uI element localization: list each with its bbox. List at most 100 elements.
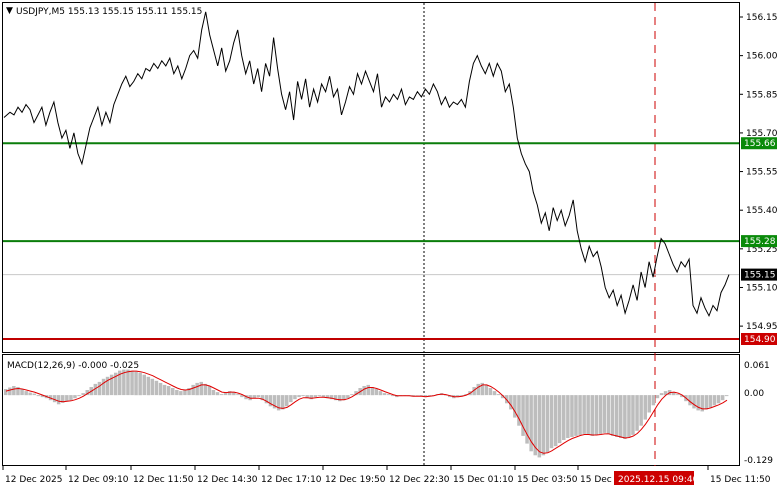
macd-histogram-bar <box>386 394 391 396</box>
macd-histogram-bar <box>549 395 554 449</box>
macd-histogram-bar <box>101 378 106 396</box>
chart-menu-arrow-icon[interactable]: ▼ <box>6 6 13 16</box>
macd-histogram-bar <box>615 395 619 437</box>
macd-histogram-bar <box>232 392 236 396</box>
macd-histogram-bar <box>574 395 578 436</box>
macd-histogram-bar <box>228 391 232 396</box>
macd-histogram-bar <box>472 387 476 396</box>
macd-histogram-bar <box>680 395 684 398</box>
price-tick-label: 155.85 <box>746 90 778 100</box>
macd-histogram-bar <box>582 395 586 434</box>
time-axis-label: 12 Dec 22:30 <box>389 475 450 485</box>
macd-histogram-bar <box>81 393 85 396</box>
time-axis-label: 12 Dec 14:30 <box>197 475 258 485</box>
current-price-tag <box>741 268 777 281</box>
low-price-tag <box>741 333 777 345</box>
time-highlight-text: 2025.12.15 09:40 <box>618 475 699 485</box>
macd-histogram-bar <box>415 395 419 396</box>
macd-histogram-bar <box>93 383 98 396</box>
macd-histogram-bar <box>659 393 664 396</box>
macd-histogram-bar <box>366 384 370 396</box>
macd-histogram-bar <box>321 395 326 398</box>
macd-histogram-bar <box>529 395 533 452</box>
macd-histogram-bar <box>602 395 607 433</box>
macd-histogram-bar <box>496 394 501 396</box>
macd-histogram-bar <box>509 395 513 410</box>
macd-histogram-bar <box>16 387 20 396</box>
macd-histogram-bar <box>138 372 142 396</box>
macd-histogram-bar <box>276 395 281 411</box>
macd-histogram-bar <box>480 382 484 396</box>
macd-histogram-bar <box>329 395 334 400</box>
macd-histogram-bar <box>65 395 69 402</box>
macd-histogram-bar <box>109 374 114 396</box>
price-tick-label: 155.70 <box>746 129 778 139</box>
macd-histogram-bar <box>464 394 468 396</box>
price-tick-label: 155.40 <box>746 206 778 216</box>
macd-histogram-bar <box>260 395 265 401</box>
macd-histogram-bar <box>333 395 338 401</box>
macd-axis-top-label: 0.061 <box>744 361 770 371</box>
macd-histogram-bar <box>313 395 318 398</box>
macd-histogram-bar <box>272 395 277 409</box>
macd-signal-line <box>5 370 728 454</box>
macd-histogram-bar <box>688 395 692 406</box>
macd-histogram-bar <box>199 381 203 396</box>
macd-histogram-bar <box>692 395 696 409</box>
macd-histogram-bar <box>627 395 631 437</box>
macd-histogram-bar <box>700 395 704 412</box>
time-axis-label: 12 Dec 2025 <box>5 475 63 485</box>
macd-histogram-bar <box>134 371 138 396</box>
macd-histogram-bar <box>570 395 574 437</box>
macd-histogram-bar <box>317 395 322 397</box>
macd-histogram-bar <box>158 382 163 396</box>
macd-histogram-bar <box>557 395 562 444</box>
support-price-tag <box>741 235 777 248</box>
macd-histogram-bar <box>85 390 89 396</box>
macd-histogram-bar <box>720 395 725 401</box>
macd-histogram-bar <box>252 395 256 399</box>
macd-histogram-bar <box>346 395 350 399</box>
macd-histogram-bar <box>175 390 179 396</box>
macd-histogram-bar <box>105 376 110 396</box>
macd-histogram-bar <box>12 386 16 396</box>
macd-histogram-bar <box>541 395 546 456</box>
macd-histogram-bar <box>215 392 220 396</box>
price-tick-label: 155.55 <box>746 168 778 178</box>
macd-histogram-bar <box>374 389 379 396</box>
macd-histogram-bar <box>724 395 729 397</box>
macd-histogram-bar <box>219 394 224 396</box>
macd-histogram-bar <box>460 395 464 397</box>
macd-histogram-bar <box>236 394 240 396</box>
macd-histogram-bar <box>500 395 505 399</box>
macd-histogram-bar <box>651 395 656 406</box>
current-price-tag-label: 155.15 <box>744 271 776 281</box>
macd-histogram-bar <box>130 370 134 396</box>
macd-histogram-bar <box>4 389 8 396</box>
time-axis-label: 12 Dec 09:10 <box>68 475 129 485</box>
macd-histogram-bar <box>118 370 122 396</box>
macd-histogram-bar <box>619 395 623 438</box>
macd-histogram-bar <box>36 395 41 397</box>
price-tick-label: 156.15 <box>746 13 778 23</box>
time-axis-label: 15 Dec 11:50 <box>710 475 771 485</box>
macd-histogram-bar <box>476 383 480 396</box>
macd-histogram-bar <box>8 387 12 396</box>
macd-histogram-bar <box>566 395 570 438</box>
macd-histogram-bar <box>704 395 709 410</box>
macd-axis-bottom-label: -0.129 <box>744 456 773 466</box>
macd-histogram-bar <box>342 395 346 401</box>
macd-histogram-bar <box>268 395 273 407</box>
price-panel[interactable] <box>2 2 740 353</box>
time-axis-label: 15 Dec 01:10 <box>453 475 514 485</box>
macd-histogram-bar <box>146 376 151 396</box>
time-axis-label: 15 Dec 0 <box>580 475 621 485</box>
macd-histogram-bar <box>382 393 387 396</box>
macd-histogram-bar <box>142 374 146 396</box>
macd-histogram-bar <box>712 395 717 406</box>
macd-histogram-bar <box>305 395 309 399</box>
macd-histogram-bar <box>390 395 395 397</box>
macd-histogram-bar <box>623 395 627 439</box>
macd-histogram-bar <box>293 395 297 400</box>
